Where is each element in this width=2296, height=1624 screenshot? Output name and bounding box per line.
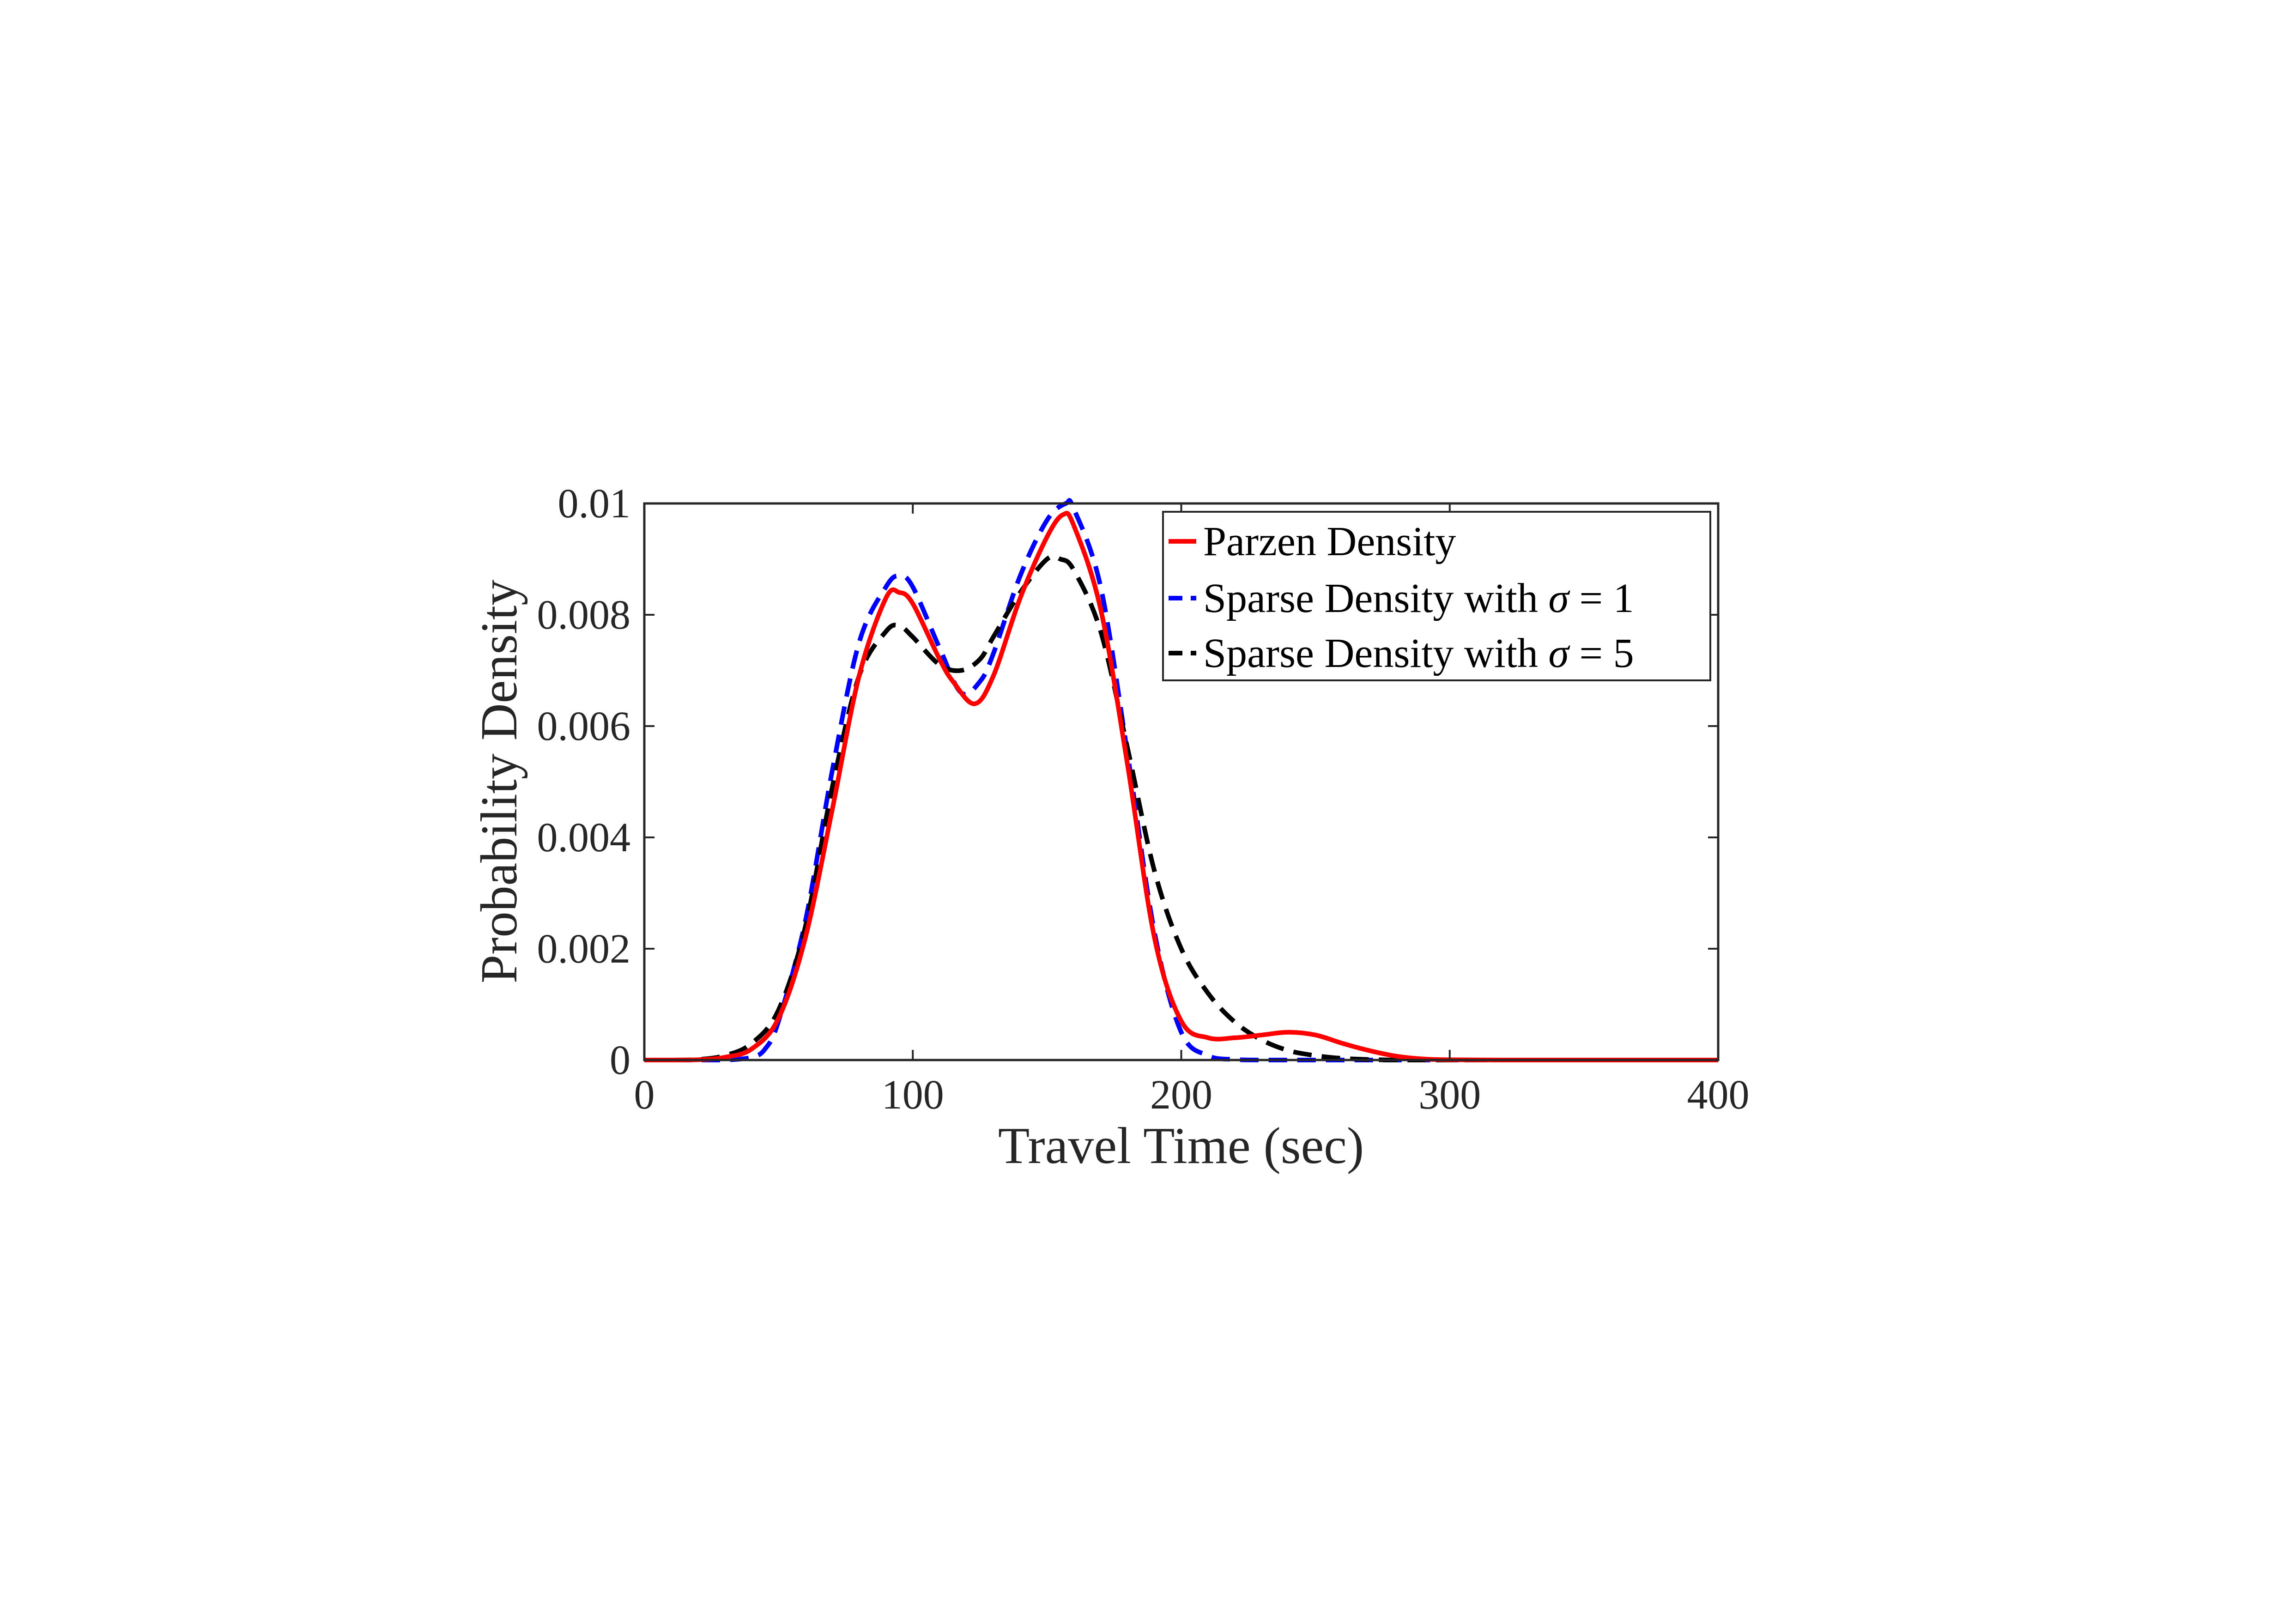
y-tick-label-5: 0.01 bbox=[558, 481, 631, 527]
y-tick-label-4: 0.008 bbox=[537, 592, 631, 638]
y-tick-label-1: 0.002 bbox=[537, 926, 631, 972]
y-tick-label-3: 0.006 bbox=[537, 703, 631, 749]
x-tick-label-0: 0 bbox=[634, 1072, 655, 1118]
legend-label-sparse-sigma-1: Sparse Density with σ = 1 bbox=[1203, 576, 1634, 621]
y-axis-label: Probability Density bbox=[471, 580, 528, 983]
x-tick-label-1: 100 bbox=[882, 1072, 944, 1118]
x-axis-label: Travel Time (sec) bbox=[998, 1117, 1364, 1175]
legend-box bbox=[1162, 511, 1711, 681]
legend-label-parzen: Parzen Density bbox=[1203, 519, 1456, 564]
series-sparse-sigma-5 bbox=[644, 554, 1718, 1063]
legend-label-sparse-sigma-5: Sparse Density with σ = 5 bbox=[1203, 630, 1634, 676]
y-tick-label-2: 0.004 bbox=[537, 815, 631, 860]
y-tick-label-0: 0 bbox=[610, 1037, 630, 1083]
legend: Parzen Density Sparse Density with σ = 1… bbox=[1162, 511, 1711, 681]
series-parzen-density bbox=[644, 511, 1718, 1063]
x-tick-label-3: 300 bbox=[1418, 1072, 1481, 1118]
x-tick-label-4: 400 bbox=[1687, 1072, 1750, 1118]
ticks-layer: 0 100 200 300 400 0 0.002 0.004 0.006 0.008 0.01 bbox=[537, 481, 1750, 1118]
x-tick-label-2: 200 bbox=[1150, 1072, 1212, 1118]
